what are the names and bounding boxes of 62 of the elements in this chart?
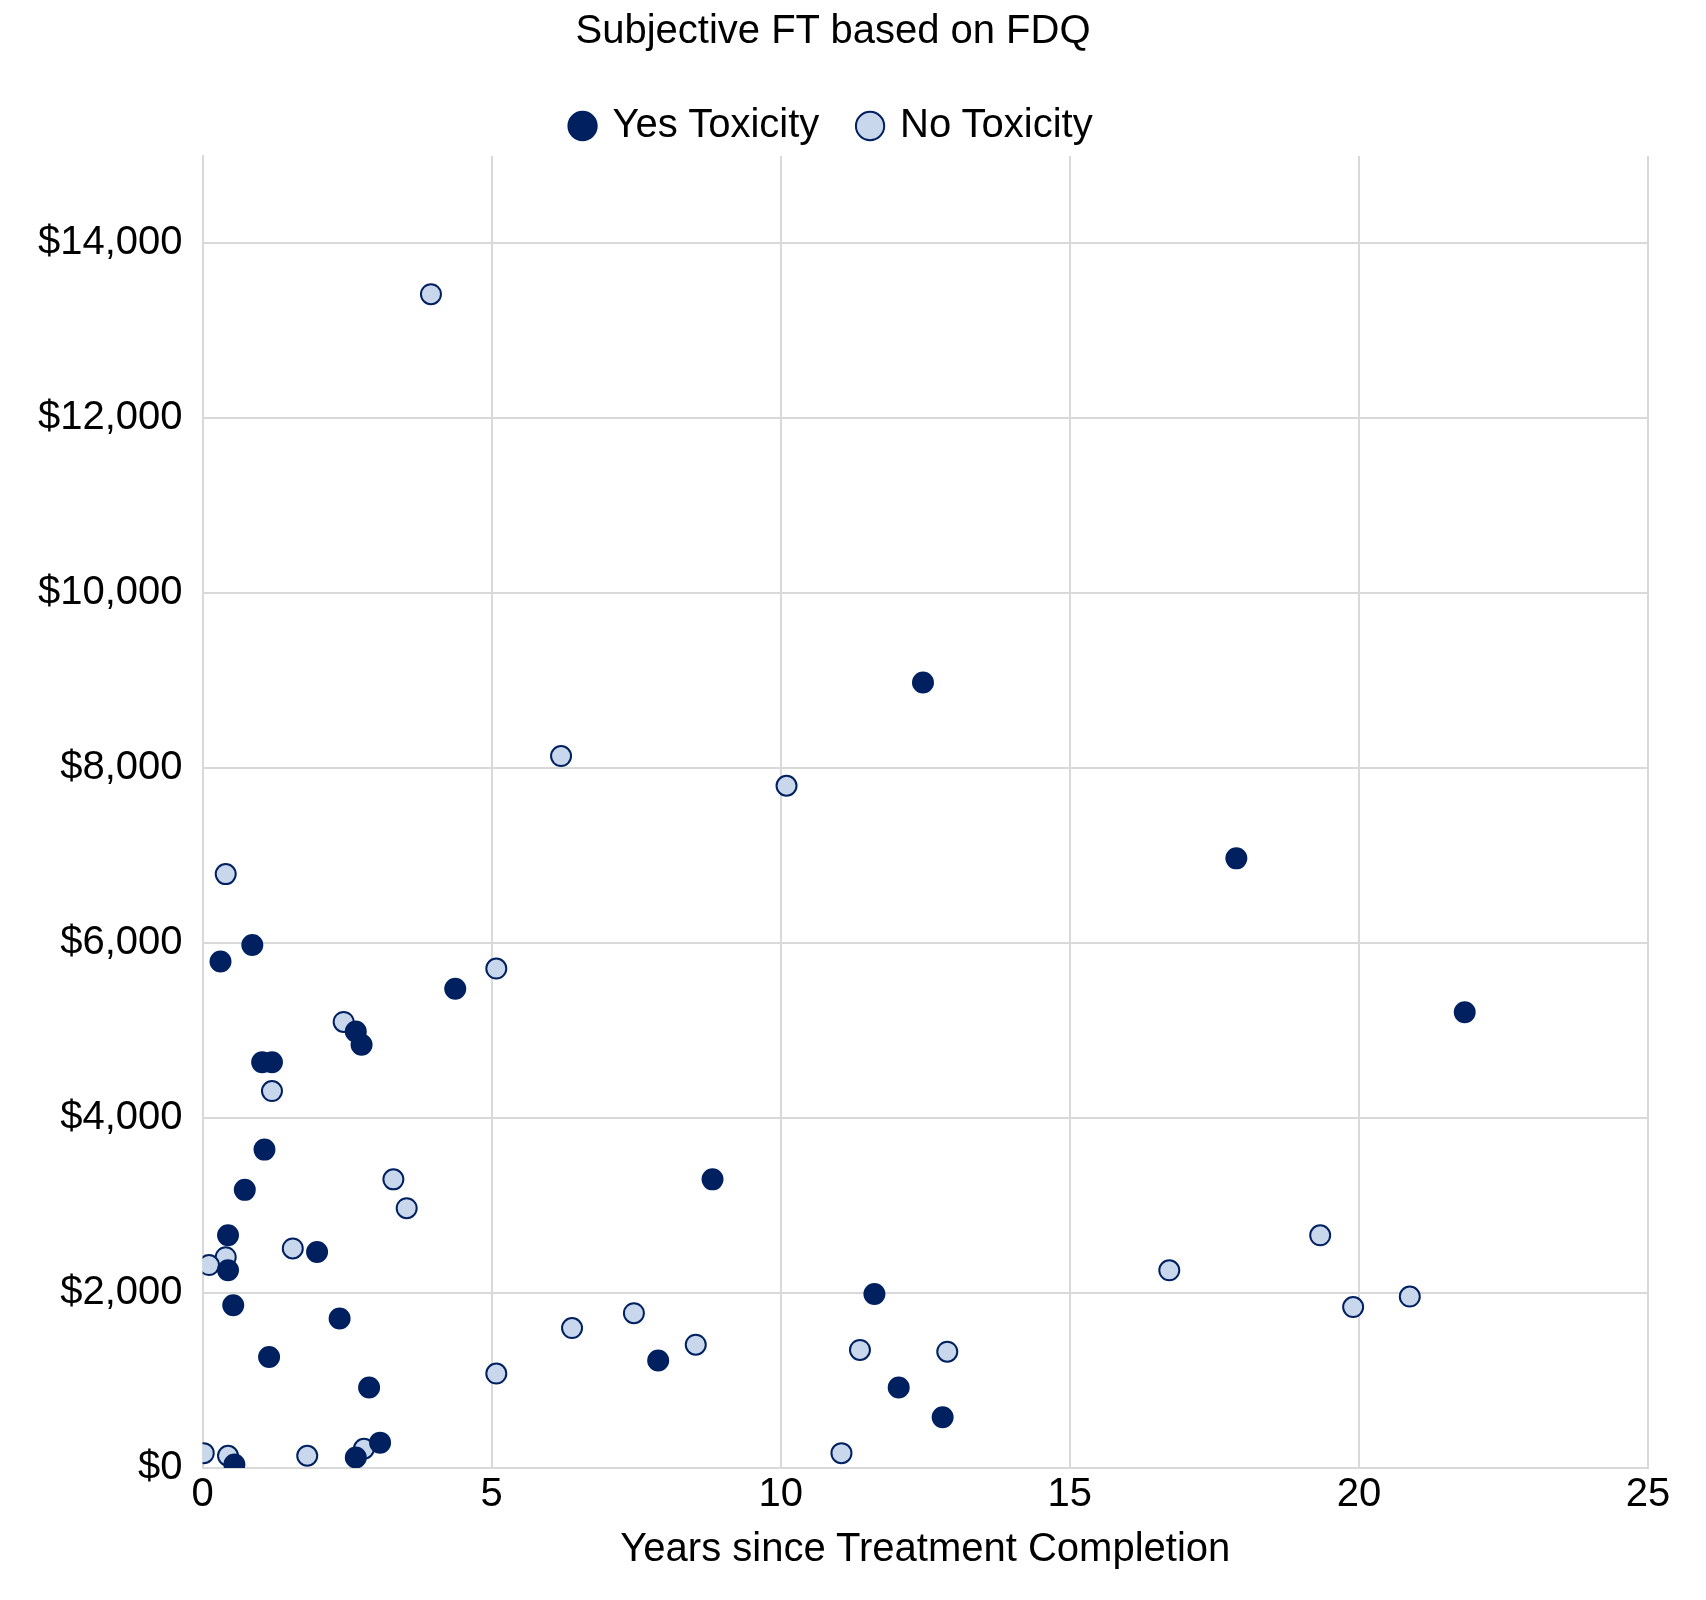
x-tick-label: 10 [758, 1470, 803, 1515]
point [485, 957, 508, 980]
point [419, 283, 442, 306]
point [485, 1362, 508, 1385]
point [1342, 1296, 1365, 1319]
point [281, 1237, 304, 1260]
point [253, 1138, 276, 1161]
legend-label: Yes Toxicity [612, 101, 820, 146]
point [1398, 1285, 1421, 1308]
point [241, 933, 264, 956]
point [848, 1338, 871, 1361]
legend-label: No Toxicity [900, 101, 1093, 146]
point [1309, 1224, 1332, 1247]
point [830, 1442, 853, 1465]
y-tick-label: $12,000 [38, 393, 183, 438]
point [328, 1307, 351, 1330]
point [444, 977, 467, 1000]
point [222, 1294, 245, 1317]
point [233, 1178, 256, 1201]
point [209, 950, 232, 973]
y-tick-label: $0 [138, 1443, 183, 1488]
point [296, 1444, 319, 1467]
point [622, 1302, 645, 1325]
point [911, 671, 934, 694]
point [863, 1282, 886, 1305]
point [369, 1431, 392, 1454]
x-tick-label: 25 [1625, 1470, 1671, 1515]
x-axis-title: Years since Treatment Completion [620, 1525, 1231, 1570]
point [684, 1333, 707, 1356]
point [358, 1376, 381, 1399]
point [1453, 1001, 1476, 1024]
y-tick-label: $10,000 [38, 568, 183, 613]
point [887, 1376, 910, 1399]
x-tick-label: 20 [1336, 1470, 1382, 1515]
y-tick-label: $2,000 [60, 1268, 183, 1313]
point [775, 774, 798, 797]
point [931, 1406, 954, 1429]
point [344, 1446, 367, 1468]
point [258, 1345, 281, 1368]
chart-title: Subjective FT based on FDQ [575, 7, 1091, 52]
point [561, 1317, 584, 1340]
x-tick-label: 15 [1047, 1470, 1093, 1515]
point [395, 1197, 418, 1220]
point [350, 1033, 373, 1056]
point [701, 1168, 724, 1191]
point [647, 1349, 670, 1372]
point [936, 1340, 959, 1363]
point [217, 1224, 240, 1247]
point [1158, 1259, 1181, 1282]
y-tick-label: $4,000 [60, 1093, 183, 1138]
point [550, 745, 573, 768]
point [214, 863, 237, 886]
point [382, 1168, 405, 1191]
x-tick-label: 5 [480, 1470, 503, 1515]
y-tick-label: $14,000 [38, 218, 183, 263]
y-tick-label: $6,000 [60, 918, 183, 963]
point [1225, 847, 1248, 870]
point [306, 1240, 329, 1263]
point [260, 1080, 283, 1103]
x-tick-label: 0 [191, 1470, 214, 1515]
point [217, 1259, 240, 1282]
y-tick-label: $8,000 [60, 743, 183, 788]
